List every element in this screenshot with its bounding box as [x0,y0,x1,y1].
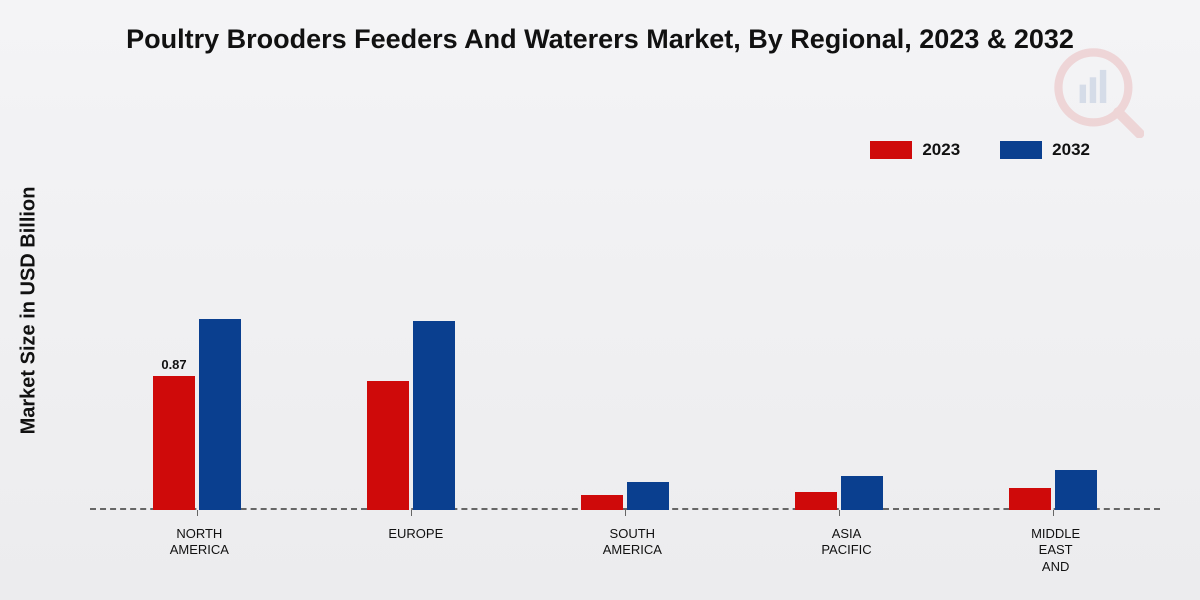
chart-title: Poultry Brooders Feeders And Waterers Ma… [0,24,1200,55]
bar-group [367,321,455,510]
x-axis-category-label: SOUTH AMERICA [603,520,662,580]
bar: 0.87 [153,376,195,510]
bar [841,476,883,510]
y-axis-label: Market Size in USD Billion [18,186,41,434]
bar [581,495,623,510]
x-axis-category-label: ASIA PACIFIC [821,520,871,580]
axis-tick [839,510,840,516]
bar-groups: 0.87 [90,90,1160,510]
bar [1055,470,1097,510]
bar [627,482,669,510]
axis-tick [197,510,198,516]
y-axis-label-wrap: Market Size in USD Billion [14,80,44,540]
bar-value-label: 0.87 [161,357,186,372]
bar [795,492,837,510]
axis-tick [411,510,412,516]
bar [199,319,241,510]
bar-group [1009,470,1097,510]
bar-group [581,482,669,510]
x-axis-category-label: EUROPE [388,520,443,580]
plot-area: 0.87 [90,90,1160,510]
bar [413,321,455,510]
axis-tick [1053,510,1054,516]
x-axis-category-label: MIDDLE EAST AND [1031,520,1080,580]
bar-group: 0.87 [153,319,241,510]
x-axis-category-label: NORTH AMERICA [170,520,229,580]
x-axis-labels: NORTH AMERICA EUROPE SOUTH AMERICA ASIA PAC… [90,520,1160,580]
axis-tick [625,510,626,516]
bar [367,381,409,510]
bar [1009,488,1051,510]
bar-group [795,476,883,510]
